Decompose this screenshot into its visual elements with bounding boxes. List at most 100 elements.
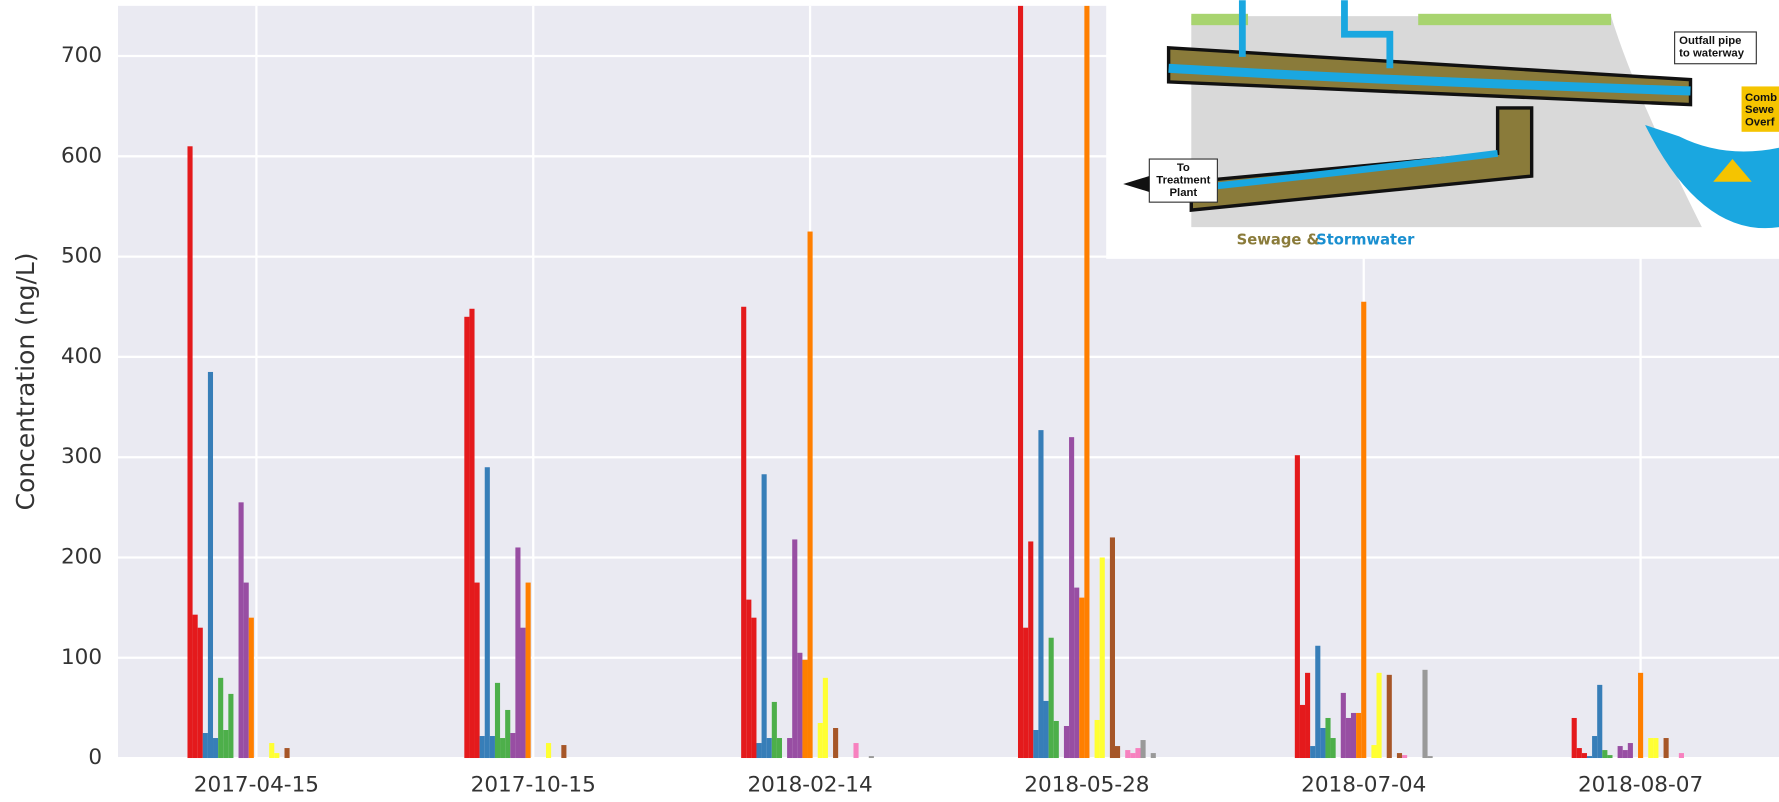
bar bbox=[868, 756, 874, 759]
bar bbox=[269, 743, 275, 759]
bar bbox=[479, 736, 485, 759]
bar bbox=[1345, 717, 1351, 759]
bar bbox=[751, 617, 757, 759]
bar bbox=[1125, 750, 1131, 759]
bar bbox=[187, 146, 193, 759]
bar bbox=[1310, 746, 1316, 759]
bar bbox=[1638, 672, 1644, 759]
bar bbox=[1586, 756, 1593, 759]
bar bbox=[243, 582, 249, 759]
bar bbox=[207, 371, 214, 759]
bar bbox=[484, 467, 490, 759]
bar bbox=[1427, 756, 1433, 759]
bar bbox=[1648, 738, 1654, 759]
bar bbox=[787, 738, 793, 759]
bar bbox=[1017, 5, 1024, 759]
bar bbox=[213, 738, 219, 759]
bar bbox=[202, 733, 208, 759]
bars bbox=[187, 5, 1684, 759]
inset-label: Comb bbox=[1745, 92, 1777, 104]
bar bbox=[1571, 717, 1577, 759]
bar bbox=[474, 582, 480, 759]
bar bbox=[1043, 700, 1049, 759]
bar bbox=[746, 599, 752, 759]
bar bbox=[248, 617, 254, 759]
bar bbox=[500, 738, 506, 759]
bar bbox=[1396, 753, 1403, 759]
bar bbox=[1114, 746, 1121, 759]
bar bbox=[1079, 597, 1085, 759]
x-tick-label: 2018-08-07 bbox=[1578, 772, 1703, 797]
bar bbox=[1376, 672, 1382, 759]
bar bbox=[1340, 692, 1346, 759]
bar bbox=[1678, 753, 1684, 759]
bar bbox=[546, 743, 552, 759]
y-tick-label: 200 bbox=[61, 544, 102, 569]
y-tick-label: 300 bbox=[61, 444, 102, 469]
bar bbox=[1330, 738, 1336, 759]
inset-legend: Sewage & bbox=[1237, 232, 1320, 249]
bar bbox=[1592, 736, 1598, 759]
y-tick-label: 600 bbox=[61, 143, 102, 168]
bar bbox=[494, 682, 501, 759]
inset-label: Plant bbox=[1170, 187, 1198, 199]
y-axis-label: Concentration (ng/L) bbox=[11, 252, 40, 510]
bar bbox=[1299, 704, 1306, 759]
bar bbox=[1422, 669, 1428, 759]
bar bbox=[1402, 755, 1408, 759]
bar bbox=[1315, 645, 1321, 759]
bar bbox=[1130, 753, 1136, 759]
x-tick-label: 2018-02-14 bbox=[747, 772, 872, 797]
bar bbox=[792, 539, 798, 759]
bar bbox=[761, 474, 767, 759]
bar bbox=[228, 693, 234, 759]
bar bbox=[1607, 755, 1613, 759]
labels: 0 100 200 300 400 500 600 700 2017-04-15 2017-10-… bbox=[61, 43, 1703, 797]
bar bbox=[284, 748, 290, 759]
bar bbox=[1150, 753, 1156, 759]
bar bbox=[1622, 750, 1628, 759]
bar bbox=[1653, 738, 1659, 759]
bar bbox=[218, 677, 224, 759]
bar bbox=[741, 306, 747, 759]
bar bbox=[1069, 437, 1075, 759]
y-tick-label: 700 bbox=[61, 43, 102, 68]
bar bbox=[1140, 740, 1146, 759]
bar bbox=[1617, 746, 1623, 759]
x-tick-label: 2017-04-15 bbox=[194, 772, 319, 797]
bar bbox=[1048, 637, 1054, 759]
bar bbox=[1074, 587, 1080, 759]
y-tick-label: 400 bbox=[61, 344, 102, 369]
bar bbox=[1094, 719, 1100, 759]
inset-label: Treatment bbox=[1156, 175, 1210, 187]
bar bbox=[223, 730, 229, 759]
bar bbox=[1627, 743, 1633, 759]
inset-label: to waterway bbox=[1679, 48, 1745, 60]
inset-label: To bbox=[1177, 162, 1190, 174]
bar bbox=[464, 316, 470, 759]
bar bbox=[1053, 720, 1059, 759]
bar bbox=[771, 701, 777, 759]
bar bbox=[833, 728, 839, 759]
bar bbox=[1356, 712, 1362, 759]
bar bbox=[238, 502, 244, 759]
y-tick-label: 100 bbox=[61, 645, 102, 670]
x-tick-label: 2017-10-15 bbox=[471, 772, 596, 797]
bar bbox=[802, 659, 808, 759]
bar bbox=[1305, 672, 1311, 759]
bar bbox=[1028, 541, 1034, 759]
bar bbox=[1361, 301, 1367, 759]
bar bbox=[1294, 455, 1300, 759]
bar bbox=[489, 736, 495, 759]
bar bbox=[510, 733, 516, 759]
bar bbox=[274, 753, 280, 759]
bar bbox=[1038, 430, 1044, 759]
bar bbox=[1033, 730, 1039, 759]
bar bbox=[817, 722, 823, 759]
bar bbox=[1581, 753, 1587, 759]
bar bbox=[1325, 717, 1331, 759]
bar bbox=[853, 743, 859, 759]
bar bbox=[1084, 5, 1090, 759]
bar bbox=[1602, 750, 1608, 759]
